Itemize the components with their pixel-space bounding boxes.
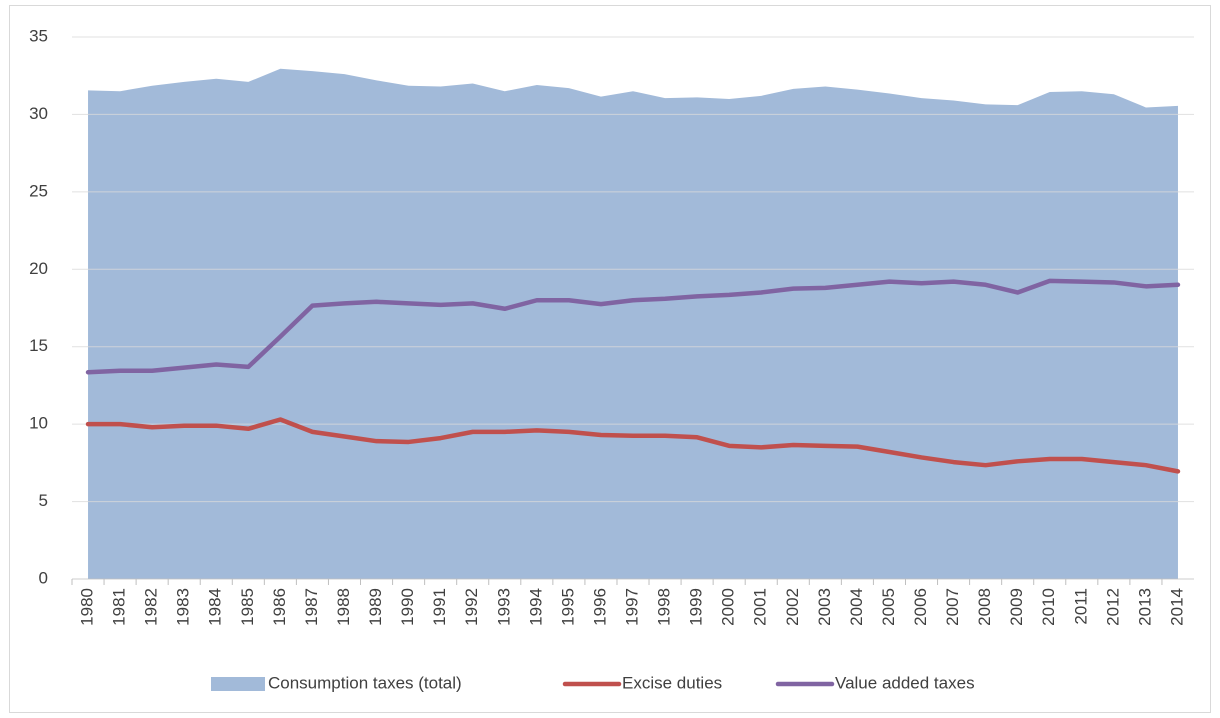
x-tick-label: 1988 <box>334 588 353 626</box>
x-tick-label: 1989 <box>366 588 385 626</box>
x-tick-label: 1996 <box>590 588 609 626</box>
x-tick-label: 2010 <box>1039 588 1058 626</box>
x-tick-label: 2006 <box>911 588 930 626</box>
x-tick-label: 1982 <box>142 588 161 626</box>
x-tick-label: 1994 <box>526 588 545 626</box>
x-tick-label: 2003 <box>815 588 834 626</box>
y-tick-label: 10 <box>29 414 48 433</box>
x-tick-label: 2000 <box>719 588 738 626</box>
legend-label: Consumption taxes (total) <box>268 673 462 692</box>
x-tick-label: 1983 <box>174 588 193 626</box>
x-tick-label: 1998 <box>655 588 674 626</box>
y-tick-label: 25 <box>29 181 48 200</box>
legend-label: Value added taxes <box>835 673 975 692</box>
y-tick-label: 15 <box>29 336 48 355</box>
x-tick-label: 2012 <box>1103 588 1122 626</box>
area <box>88 68 1178 579</box>
line <box>85 417 1181 474</box>
x-tick-label: 2011 <box>1071 588 1090 625</box>
y-tick-label: 5 <box>39 491 48 510</box>
x-tick-label: 2001 <box>751 588 770 626</box>
x-tick-label: 1999 <box>687 588 706 626</box>
x-tick-label: 1995 <box>558 588 577 626</box>
legend-swatch <box>211 677 265 691</box>
x-tick-label: 1981 <box>110 588 129 626</box>
x-tick-label: 2009 <box>1007 588 1026 626</box>
x-tick-label: 2007 <box>943 588 962 626</box>
y-tick-label: 0 <box>39 568 48 587</box>
x-tick-label: 2002 <box>783 588 802 626</box>
x-tick-label: 2004 <box>847 588 866 626</box>
x-tick-label: 1997 <box>622 588 641 626</box>
x-tick-label: 1993 <box>494 588 513 626</box>
x-tick-label: 2014 <box>1167 588 1186 626</box>
x-tick-label: 1986 <box>270 588 289 626</box>
line <box>85 278 1181 375</box>
x-tick-label: 2008 <box>975 588 994 626</box>
x-tick-label: 1980 <box>78 588 97 626</box>
y-tick-label: 30 <box>29 104 48 123</box>
x-tick-label: 1990 <box>398 588 417 626</box>
x-tick-label: 1984 <box>206 588 225 626</box>
x-tick-label: 2005 <box>879 588 898 626</box>
x-tick-label: 1991 <box>430 588 449 626</box>
y-tick-label: 20 <box>29 259 48 278</box>
legend-label: Excise duties <box>622 673 722 692</box>
y-tick-label: 35 <box>29 26 48 45</box>
x-tick-label: 1985 <box>238 588 257 626</box>
x-tick-label: 2013 <box>1135 588 1154 626</box>
x-tick-label: 1987 <box>302 588 321 626</box>
x-tick-label: 1992 <box>462 588 481 626</box>
